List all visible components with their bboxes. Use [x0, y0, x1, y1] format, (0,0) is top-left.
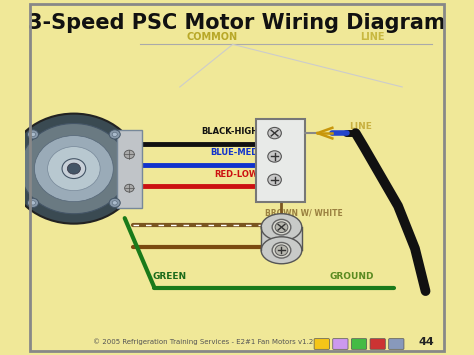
FancyBboxPatch shape [261, 227, 302, 250]
Ellipse shape [261, 214, 302, 241]
Circle shape [27, 198, 38, 207]
FancyBboxPatch shape [389, 339, 404, 349]
Ellipse shape [261, 237, 302, 264]
Text: 3-Speed PSC Motor Wiring Diagram: 3-Speed PSC Motor Wiring Diagram [28, 13, 446, 33]
Text: LINE: LINE [349, 122, 372, 131]
Circle shape [109, 130, 120, 139]
Circle shape [67, 163, 81, 174]
FancyBboxPatch shape [314, 339, 329, 349]
Text: BLACK-HIGH: BLACK-HIGH [201, 127, 258, 136]
Text: LINE: LINE [360, 32, 385, 42]
Circle shape [20, 124, 128, 214]
Circle shape [112, 132, 117, 137]
Circle shape [272, 242, 291, 258]
Circle shape [275, 222, 288, 233]
Text: 44: 44 [418, 337, 434, 346]
Circle shape [268, 127, 282, 139]
Circle shape [30, 201, 36, 205]
Text: COMMON: COMMON [186, 32, 237, 42]
Text: GREEN: GREEN [152, 272, 186, 281]
Circle shape [268, 151, 282, 162]
FancyBboxPatch shape [256, 119, 305, 202]
Circle shape [124, 150, 134, 159]
FancyBboxPatch shape [117, 130, 142, 208]
Text: GROUND: GROUND [329, 272, 374, 281]
Circle shape [8, 114, 139, 224]
Circle shape [62, 159, 86, 179]
FancyBboxPatch shape [351, 339, 367, 349]
Circle shape [30, 132, 36, 137]
Circle shape [268, 174, 282, 186]
Text: BROWN W/ WHITE: BROWN W/ WHITE [264, 209, 342, 218]
Text: BLUE-MED: BLUE-MED [210, 148, 258, 157]
Circle shape [109, 198, 120, 207]
Circle shape [35, 136, 113, 202]
FancyBboxPatch shape [370, 339, 385, 349]
Circle shape [272, 219, 291, 235]
Text: BROWN: BROWN [264, 233, 301, 241]
Circle shape [47, 147, 100, 191]
Circle shape [112, 201, 117, 205]
Circle shape [125, 184, 134, 192]
FancyBboxPatch shape [333, 339, 348, 349]
Circle shape [27, 130, 38, 139]
Circle shape [275, 245, 288, 256]
Text: © 2005 Refrigeration Training Services - E2#1 Fan Motors v1.2: © 2005 Refrigeration Training Services -… [93, 338, 313, 345]
Text: RED-LOW: RED-LOW [214, 170, 258, 179]
